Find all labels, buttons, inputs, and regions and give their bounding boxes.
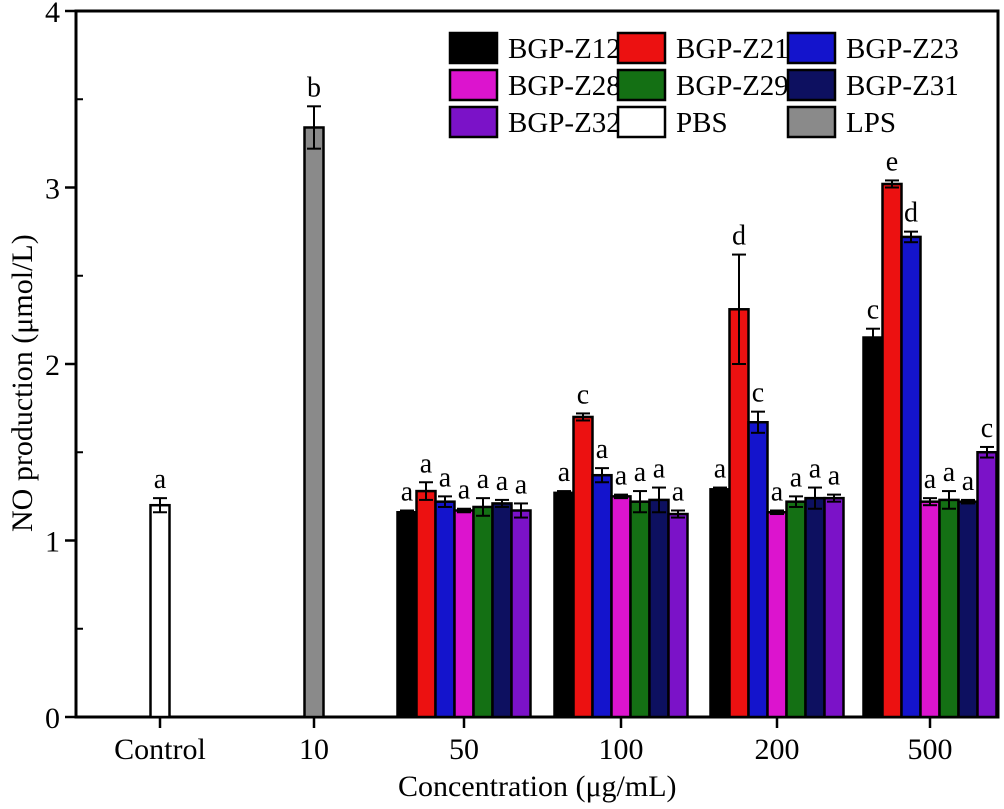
legend-label-BGP-Z23: BGP-Z23 [846, 33, 959, 65]
bar-BGP-Z28-50 [453, 509, 475, 719]
y-tick-label: 1 [45, 526, 60, 559]
bar-LPS-10 [303, 126, 325, 719]
y-tick-label: 3 [45, 173, 60, 206]
legend-swatch-BGP-Z32 [448, 105, 499, 139]
bar-BGP-Z29-100 [629, 500, 651, 719]
sig-letter-BGP-Z28-100: a [615, 461, 628, 492]
sig-letter-BGP-Z32-500: c [981, 413, 993, 444]
bar-BGP-Z12-200 [709, 488, 731, 719]
legend-label-BGP-Z32: BGP-Z32 [508, 107, 621, 139]
bar-BGP-Z31-100 [648, 498, 670, 719]
sig-letter-BGP-Z31-100: a [653, 454, 666, 485]
y-tick-label: 2 [45, 349, 60, 382]
sig-letter-BGP-Z12-50: a [401, 476, 414, 507]
legend-swatch-BGP-Z21 [616, 31, 667, 65]
legend-label-BGP-Z12: BGP-Z12 [508, 33, 621, 65]
legend-swatch-BGP-Z31 [786, 68, 837, 102]
x-tick-label: 200 [755, 733, 800, 766]
sig-letter-BGP-Z32-50: a [515, 469, 528, 500]
bar-BGP-Z21-100 [572, 415, 594, 719]
sig-letter-BGP-Z21-100: c [577, 379, 589, 410]
sig-letter-BGP-Z31-200: a [809, 454, 822, 485]
sig-letter-BGP-Z21-200: d [732, 221, 746, 252]
bar-BGP-Z21-50 [415, 489, 437, 719]
sig-letter-BGP-Z29-500: a [943, 457, 956, 488]
x-tick-label: 100 [599, 733, 644, 766]
bar-BGP-Z31-500 [957, 500, 979, 719]
y-tick-label: 0 [45, 702, 60, 735]
sig-letter-BGP-Z23-200: c [752, 378, 764, 409]
sig-letter-BGP-Z23-100: a [596, 434, 609, 465]
legend-swatch-PBS [616, 105, 667, 139]
bar-BGP-Z29-200 [785, 500, 807, 719]
sig-letter-BGP-Z29-200: a [790, 462, 803, 493]
x-tick-label: 500 [908, 733, 953, 766]
bar-BGP-Z12-100 [553, 491, 575, 719]
sig-letter-BGP-Z21-50: a [420, 448, 433, 479]
bar-BGP-Z23-200 [747, 420, 769, 719]
bar-BGP-Z12-50 [396, 511, 418, 719]
sig-letter-BGP-Z28-200: a [771, 476, 784, 507]
bar-BGP-Z32-50 [510, 509, 532, 719]
legend-label-PBS: PBS [676, 107, 728, 139]
legend-swatch-LPS [786, 105, 837, 139]
sig-letter-BGP-Z31-500: a [962, 466, 975, 497]
legend-label-LPS: LPS [846, 107, 896, 139]
bar-PBS-Control [149, 503, 171, 719]
sig-letter-BGP-Z32-200: a [828, 461, 841, 492]
bar-BGP-Z23-100 [591, 473, 613, 719]
bar-BGP-Z28-200 [766, 511, 788, 719]
bar-BGP-Z28-500 [919, 500, 941, 719]
y-tick-label: 4 [45, 0, 60, 29]
sig-letter-BGP-Z28-500: a [924, 464, 937, 495]
y-axis-title: NO production (μmol/L) [6, 234, 39, 532]
legend-swatch-BGP-Z29 [616, 68, 667, 102]
sig-letter-BGP-Z12-200: a [714, 454, 727, 485]
bar-BGP-Z31-200 [804, 496, 826, 719]
sig-letter-BGP-Z32-100: a [672, 476, 685, 507]
x-axis-title: Concentration (μg/mL) [398, 770, 677, 803]
bar-BGP-Z29-50 [472, 505, 494, 719]
sig-letter-BGP-Z28-50: a [458, 475, 471, 506]
bar-BGP-Z23-50 [434, 500, 456, 719]
bar-BGP-Z31-50 [491, 502, 513, 719]
sig-letter-BGP-Z21-500: e [886, 146, 898, 177]
bar-BGP-Z23-500 [900, 235, 922, 719]
bar-BGP-Z12-500 [862, 336, 884, 719]
bar-BGP-Z21-200 [728, 308, 750, 719]
sig-letter-LPS-10: b [307, 72, 321, 103]
bar-BGP-Z32-100 [667, 512, 689, 719]
bar-BGP-Z32-500 [976, 451, 998, 719]
legend-label-BGP-Z29: BGP-Z29 [676, 70, 789, 102]
x-tick-label: 50 [449, 733, 479, 766]
legend-swatch-BGP-Z23 [786, 31, 837, 65]
legend-swatch-BGP-Z12 [448, 31, 499, 65]
legend-swatch-BGP-Z28 [448, 68, 499, 102]
legend-label-BGP-Z31: BGP-Z31 [846, 70, 959, 102]
x-tick-label: 10 [299, 733, 329, 766]
bar-BGP-Z28-100 [610, 495, 632, 719]
sig-letter-BGP-Z23-50: a [439, 462, 452, 493]
x-tick-label: Control [114, 733, 206, 766]
sig-letter-BGP-Z29-50: a [477, 464, 490, 495]
sig-letter-BGP-Z12-500: c [867, 295, 879, 326]
legend-label-BGP-Z21: BGP-Z21 [676, 33, 789, 65]
sig-letter-PBS-Control: a [154, 464, 167, 495]
legend-label-BGP-Z28: BGP-Z28 [508, 70, 621, 102]
sig-letter-BGP-Z12-100: a [558, 457, 571, 488]
bar-BGP-Z21-500 [881, 182, 903, 719]
sig-letter-BGP-Z31-50: a [496, 466, 509, 497]
bar-BGP-Z29-500 [938, 498, 960, 719]
bar-BGP-Z32-200 [823, 496, 845, 719]
sig-letter-BGP-Z23-500: d [904, 198, 918, 229]
sig-letter-BGP-Z29-100: a [634, 457, 647, 488]
